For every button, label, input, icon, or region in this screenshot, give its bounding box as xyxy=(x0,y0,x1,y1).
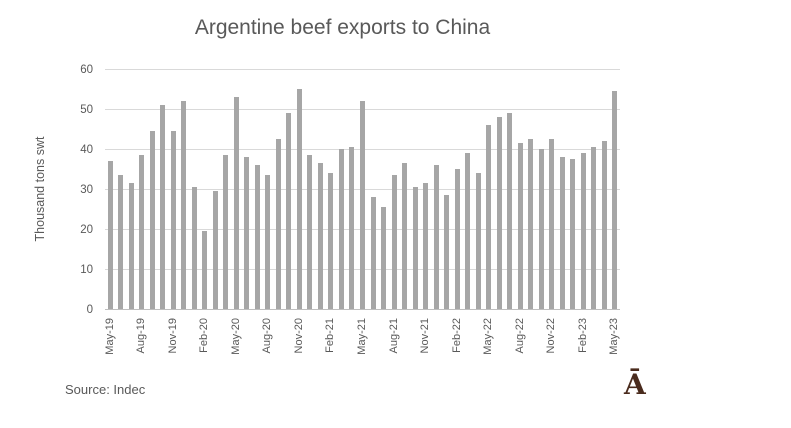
x-tick-label: May-20 xyxy=(229,318,242,355)
bar-Sep-22 xyxy=(528,139,534,309)
bar-Jul-19 xyxy=(128,183,134,309)
y-tick-label: 10 xyxy=(80,264,93,276)
y-tick-label: 30 xyxy=(80,184,93,196)
bar-Dec-19 xyxy=(181,101,187,309)
x-tick-label: Aug-20 xyxy=(261,318,274,354)
bar-Dec-22 xyxy=(559,157,565,309)
bar-Feb-23 xyxy=(580,153,586,309)
chart-title: Argentine beef exports to China xyxy=(194,16,491,39)
x-tick-label: Nov-19 xyxy=(166,318,179,354)
x-tick-label: Aug-22 xyxy=(513,318,526,354)
bar-Mar-23 xyxy=(591,147,597,309)
bar-Aug-22 xyxy=(517,143,523,309)
x-tick-label: Feb-21 xyxy=(324,318,337,353)
bar-Nov-21 xyxy=(423,183,429,309)
y-tick-label: 0 xyxy=(86,304,93,316)
x-tick-label: Feb-20 xyxy=(198,318,211,353)
bar-Jun-21 xyxy=(370,197,376,309)
bar-Jun-22 xyxy=(496,117,502,309)
bar-Sep-19 xyxy=(149,131,155,309)
bar-Jul-22 xyxy=(507,113,513,309)
bar-May-19 xyxy=(107,161,113,309)
x-tick-label: May-23 xyxy=(608,318,621,355)
bar-Aug-19 xyxy=(139,155,145,309)
bar-Jan-23 xyxy=(570,159,576,309)
bar-Jul-21 xyxy=(381,207,387,309)
x-tick-label: Nov-20 xyxy=(292,318,305,354)
bar-Oct-21 xyxy=(412,187,418,309)
bar-Apr-22 xyxy=(475,173,481,309)
bar-May-20 xyxy=(233,97,239,309)
bar-Jan-20 xyxy=(191,187,197,309)
bar-Feb-22 xyxy=(454,169,460,309)
y-tick-label: 60 xyxy=(80,64,93,76)
bar-Apr-23 xyxy=(601,141,607,309)
bar-Dec-20 xyxy=(307,155,313,309)
bar-May-21 xyxy=(360,101,365,309)
x-tick-label: May-19 xyxy=(103,318,116,355)
bar-Oct-22 xyxy=(538,149,544,309)
bar-Jul-20 xyxy=(254,165,260,309)
x-tick-label: Aug-19 xyxy=(135,318,148,354)
bar-Aug-21 xyxy=(391,175,397,309)
bar-Oct-19 xyxy=(160,105,166,309)
plot-area xyxy=(105,69,620,310)
bar-Sep-21 xyxy=(402,163,408,309)
bar-Nov-19 xyxy=(170,131,176,309)
x-tick-label: Feb-22 xyxy=(450,318,463,353)
bar-Jun-19 xyxy=(118,175,124,309)
bar-May-23 xyxy=(612,91,618,309)
bar-Aug-20 xyxy=(265,175,271,309)
y-tick-label: 40 xyxy=(80,144,93,156)
x-tick-label: Aug-21 xyxy=(387,318,400,354)
bar-Oct-20 xyxy=(286,113,292,309)
bar-Feb-21 xyxy=(328,173,334,309)
bar-Nov-22 xyxy=(549,139,555,309)
y-tick-label: 20 xyxy=(80,224,93,236)
bar-Apr-20 xyxy=(223,155,229,309)
x-tick-label: Feb-23 xyxy=(576,318,589,353)
bar-Dec-21 xyxy=(433,165,439,309)
bar-Sep-20 xyxy=(275,139,281,309)
brand-logo-icon: Ā xyxy=(624,368,646,401)
bar-Apr-21 xyxy=(349,147,355,309)
source-note: Source: Indec xyxy=(65,382,146,397)
bar-Mar-22 xyxy=(465,153,471,309)
bar-Mar-21 xyxy=(338,149,344,309)
bar-Jan-21 xyxy=(317,163,323,309)
bar-Nov-20 xyxy=(296,89,302,309)
x-tick-label: May-21 xyxy=(356,318,368,355)
bar-Jan-22 xyxy=(444,195,450,309)
x-tick-label: Nov-22 xyxy=(545,318,558,354)
bar-May-22 xyxy=(486,125,492,309)
y-tick-label: 50 xyxy=(80,104,93,116)
bar-Feb-20 xyxy=(202,231,208,309)
bar-Jun-20 xyxy=(244,157,250,309)
gridline xyxy=(105,69,620,70)
y-axis-title-text: Thousand tons swt xyxy=(33,136,47,242)
x-axis-line xyxy=(105,309,620,310)
x-tick-label: May-22 xyxy=(482,318,495,355)
x-tick-label: Nov-21 xyxy=(419,318,432,354)
bar-Mar-20 xyxy=(212,191,218,309)
